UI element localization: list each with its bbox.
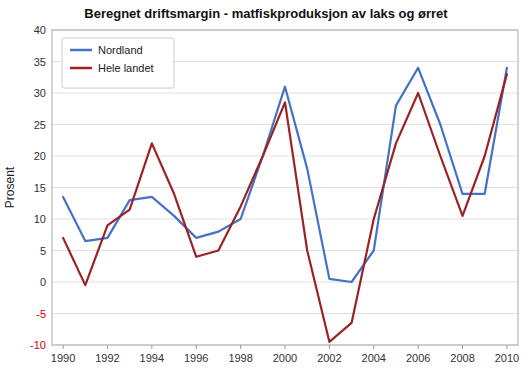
x-tick-label: 2000 bbox=[273, 352, 297, 364]
page: {"chart_data": {"type": "line", "title":… bbox=[0, 0, 532, 375]
series-line bbox=[63, 74, 507, 342]
series-group bbox=[63, 68, 507, 342]
x-tick-label: 1992 bbox=[95, 352, 119, 364]
x-tick-label: 1994 bbox=[140, 352, 164, 364]
x-tick-label: 2010 bbox=[495, 352, 519, 364]
x-tick bbox=[107, 345, 108, 349]
grid-line bbox=[52, 219, 518, 220]
chart: Beregnet driftsmargin - matfiskproduksjo… bbox=[0, 0, 532, 375]
y-tick-label: 5 bbox=[40, 245, 46, 257]
legend: Nordland Hele landet bbox=[62, 38, 174, 88]
y-tick-label: 10 bbox=[34, 213, 46, 225]
grid-line bbox=[52, 313, 518, 314]
x-tick bbox=[373, 345, 374, 349]
y-tick-label: 25 bbox=[34, 119, 46, 131]
x-tick-label: 2002 bbox=[317, 352, 341, 364]
grid bbox=[52, 30, 518, 345]
legend-label: Nordland bbox=[98, 44, 143, 56]
legend-swatch bbox=[70, 49, 92, 52]
y-tick-label: 35 bbox=[34, 56, 46, 68]
y-axis-label: Prosent bbox=[3, 166, 17, 208]
grid-line bbox=[52, 124, 518, 125]
x-tick-label: 2006 bbox=[406, 352, 430, 364]
y-tick-label: -10 bbox=[30, 339, 46, 351]
grid-line bbox=[52, 93, 518, 94]
x-tick bbox=[240, 345, 241, 349]
x-tick bbox=[151, 345, 152, 349]
y-tick-label: 30 bbox=[34, 87, 46, 99]
x-tick bbox=[285, 345, 286, 349]
title: Beregnet driftsmargin - matfiskproduksjo… bbox=[84, 6, 448, 21]
y-tick-label: 40 bbox=[34, 24, 46, 36]
plot-frame bbox=[52, 30, 518, 345]
x-tick-label: 1996 bbox=[184, 352, 208, 364]
grid-line bbox=[52, 187, 518, 188]
y-tick-label: 0 bbox=[40, 276, 46, 288]
grid-line bbox=[52, 282, 518, 283]
x-tick bbox=[63, 345, 64, 349]
x-tick bbox=[418, 345, 419, 349]
legend-box bbox=[62, 38, 174, 88]
x-tick-label: 2008 bbox=[450, 352, 474, 364]
x-tick bbox=[462, 345, 463, 349]
x-tick-label: 1998 bbox=[228, 352, 252, 364]
legend-label: Hele landet bbox=[98, 62, 154, 74]
x-tick-label: 1990 bbox=[51, 352, 75, 364]
y-tick-label: 20 bbox=[34, 150, 46, 162]
x-tick bbox=[196, 345, 197, 349]
x-tick bbox=[506, 345, 507, 349]
grid-line bbox=[52, 156, 518, 157]
y-tick-label: -5 bbox=[36, 308, 46, 320]
series-line bbox=[63, 68, 507, 282]
grid-line bbox=[52, 250, 518, 251]
legend-swatch bbox=[70, 67, 92, 70]
x-tick-label: 2004 bbox=[362, 352, 386, 364]
x-tick bbox=[329, 345, 330, 349]
y-tick-label: 15 bbox=[34, 182, 46, 194]
